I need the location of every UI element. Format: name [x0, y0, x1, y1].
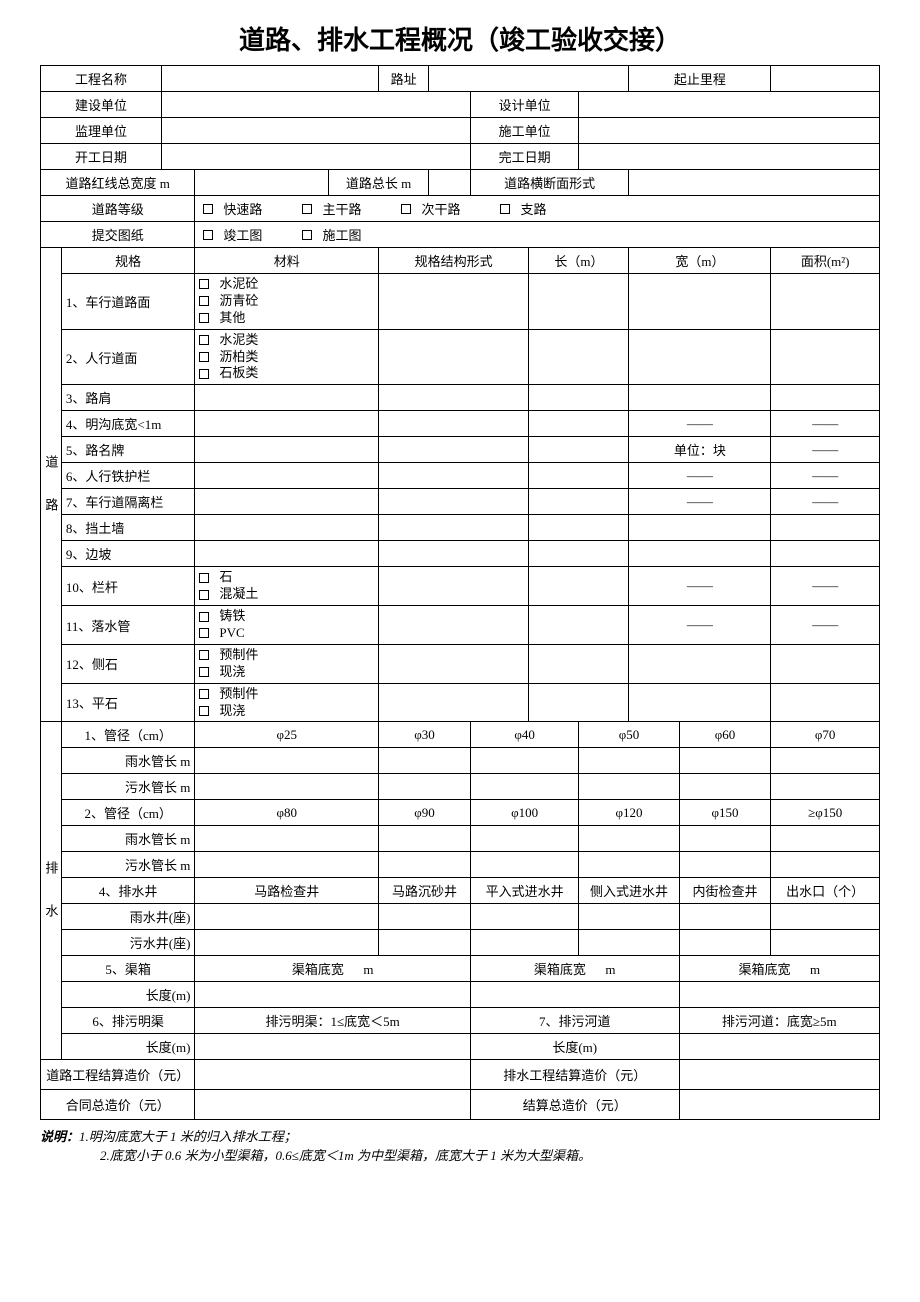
lbl-proj-name: 工程名称 — [41, 66, 162, 92]
val-design[interactable] — [579, 92, 880, 118]
val-range[interactable] — [771, 66, 880, 92]
val-construct[interactable] — [579, 118, 880, 144]
opt-branch: 支路 — [520, 199, 546, 218]
road-r6: 6、人行铁护栏 — [61, 463, 195, 489]
drain-cost-lbl: 排水工程结算造价（元） — [470, 1060, 679, 1090]
drain-section-label: 排水 — [41, 722, 62, 1060]
hdr-width: 宽（m） — [629, 248, 771, 274]
hdr-len: 长（m） — [529, 248, 629, 274]
lbl-construct: 施工单位 — [470, 118, 579, 144]
opt-express: 快速路 — [223, 199, 262, 218]
opt-asbuilt: 竣工图 — [223, 225, 262, 244]
d1: 1、管径（cm） — [61, 722, 195, 748]
road-r10: 10、栏杆 — [61, 567, 195, 606]
lbl-redwidth: 道路红线总宽度 m — [41, 170, 195, 196]
road-r5: 5、路名牌 — [61, 437, 195, 463]
road-r9: 9、边坡 — [61, 541, 195, 567]
val-supervise[interactable] — [162, 118, 471, 144]
val-redwidth[interactable] — [195, 170, 329, 196]
lbl-design: 设计单位 — [470, 92, 579, 118]
road-r13: 13、平石 — [61, 683, 195, 722]
road-r8: 8、挡土墙 — [61, 515, 195, 541]
val-end[interactable] — [579, 144, 880, 170]
val-start[interactable] — [162, 144, 471, 170]
hdr-area: 面积(m²) — [771, 248, 880, 274]
lbl-build: 建设单位 — [41, 92, 162, 118]
val-proj-name[interactable] — [162, 66, 379, 92]
val-addr[interactable] — [429, 66, 629, 92]
lbl-drawings: 提交图纸 — [41, 222, 195, 248]
road-r11: 11、落水管 — [61, 606, 195, 645]
hdr-struct: 规格结构形式 — [379, 248, 529, 274]
contract-total-lbl: 合同总造价（元） — [41, 1090, 195, 1120]
hdr-material: 材料 — [195, 248, 379, 274]
notes: 说明：1.明沟底宽大于 1 米的归入排水工程； 2.底宽小于 0.6 米为小型渠… — [40, 1126, 880, 1164]
r2-material[interactable]: 水泥类 沥柏类 石板类 — [195, 329, 379, 385]
r1-material[interactable]: 水泥砼 沥青砼 其他 — [195, 274, 379, 330]
d5: 5、渠箱 — [61, 956, 195, 982]
d2: 2、管径（cm） — [61, 800, 195, 826]
road-r7: 7、车行道隔离栏 — [61, 489, 195, 515]
hdr-spec: 规格 — [61, 248, 195, 274]
page-title: 道路、排水工程概况（竣工验收交接） — [40, 20, 880, 57]
val-cross[interactable] — [629, 170, 880, 196]
main-table: 工程名称 路址 起止里程 建设单位 设计单位 监理单位 施工单位 开工日期 完工… — [40, 65, 880, 1120]
val-build[interactable] — [162, 92, 471, 118]
road-r2: 2、人行道面 — [61, 329, 195, 385]
road-cost-lbl: 道路工程结算造价（元） — [41, 1060, 195, 1090]
lbl-start: 开工日期 — [41, 144, 162, 170]
road-r1: 1、车行道路面 — [61, 274, 195, 330]
lbl-grade: 道路等级 — [41, 196, 195, 222]
val-totlen[interactable] — [429, 170, 471, 196]
road-r12: 12、侧石 — [61, 644, 195, 683]
opt-main: 主干路 — [322, 199, 361, 218]
opt-construct-dwg: 施工图 — [322, 225, 361, 244]
lbl-addr: 路址 — [379, 66, 429, 92]
lbl-totlen: 道路总长 m — [328, 170, 428, 196]
road-r3: 3、路肩 — [61, 385, 195, 411]
grade-options[interactable]: 快速路 主干路 次干路 支路 — [195, 196, 880, 222]
lbl-supervise: 监理单位 — [41, 118, 162, 144]
lbl-end: 完工日期 — [470, 144, 579, 170]
opt-sub: 次干路 — [421, 199, 460, 218]
d6: 6、排污明渠 — [61, 1008, 195, 1034]
lbl-range: 起止里程 — [629, 66, 771, 92]
d4: 4、排水井 — [61, 878, 195, 904]
settle-total-lbl: 结算总造价（元） — [470, 1090, 679, 1120]
road-section-label: 道路 — [41, 248, 62, 722]
lbl-cross: 道路横断面形式 — [470, 170, 629, 196]
road-r4: 4、明沟底宽<1m — [61, 411, 195, 437]
drawings-options[interactable]: 竣工图 施工图 — [195, 222, 880, 248]
